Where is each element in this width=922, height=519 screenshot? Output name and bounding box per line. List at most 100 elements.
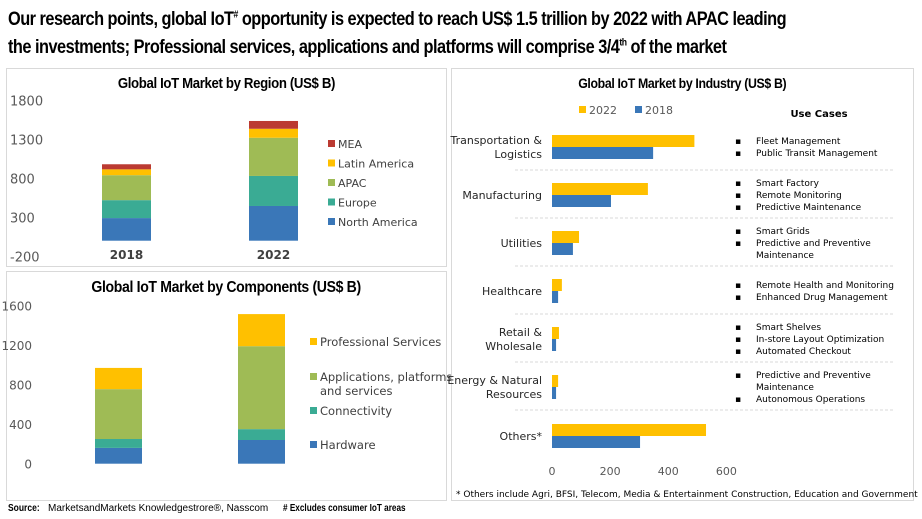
legend-label-hardware: Hardware bbox=[320, 438, 376, 452]
use-case-bullet: ▪ bbox=[735, 239, 741, 249]
x-tick-label: 400 bbox=[658, 465, 679, 478]
components-chart-title: Global IoT Market by Components (US$ B) bbox=[91, 279, 362, 296]
bar-segment-latin-america-2022 bbox=[249, 128, 298, 138]
x-tick-label: 200 bbox=[600, 465, 621, 478]
y-tick-label: 800 bbox=[10, 172, 35, 187]
bar-segment-professional-services-2022 bbox=[238, 314, 285, 347]
use-case-bullet: ▪ bbox=[735, 227, 741, 237]
bar-segment-connectivity-2022 bbox=[238, 429, 285, 440]
bar-segment-applications-platforms-and-services-2018 bbox=[95, 389, 142, 440]
use-case-item: Automated Checkout bbox=[756, 347, 851, 357]
use-case-bullet: ▪ bbox=[735, 395, 741, 405]
bar-2018-healthcare bbox=[552, 291, 559, 303]
components-chart-panel: Global IoT Market by Components (US$ B) … bbox=[1, 271, 452, 501]
use-case-item: Predictive and Preventive bbox=[756, 371, 871, 381]
y-tick-label: 1200 bbox=[1, 339, 32, 353]
x-category-label: 2022 bbox=[257, 248, 290, 262]
legend-swatch-2018 bbox=[635, 106, 642, 113]
legend-label-applications-platforms-and-services: Applications, platforms bbox=[320, 370, 452, 384]
x-category-label: 2018 bbox=[110, 248, 143, 262]
use-case-bullet: ▪ bbox=[735, 203, 741, 213]
bar-segment-applications-platforms-and-services-2022 bbox=[238, 346, 285, 430]
hash-superscript: # bbox=[233, 9, 239, 21]
legend-swatch-north-america bbox=[328, 218, 335, 225]
y-tick-label: 1600 bbox=[1, 300, 32, 314]
category-label: Others* bbox=[500, 430, 543, 443]
x-tick-label: 600 bbox=[716, 465, 737, 478]
y-tick-label: 800 bbox=[9, 379, 32, 393]
bar-2022-transportation-logistics bbox=[552, 135, 695, 147]
y-tick-label: -200 bbox=[10, 250, 40, 265]
bar-2022-retail-wholesale bbox=[552, 327, 559, 339]
use-case-item: Smart Factory bbox=[756, 179, 820, 189]
y-tick-label: 1300 bbox=[10, 133, 43, 148]
bar-segment-latin-america-2018 bbox=[102, 169, 151, 176]
bar-segment-mea-2018 bbox=[102, 164, 151, 170]
legend-label-connectivity: Connectivity bbox=[320, 404, 392, 418]
headline-line-2: the investments; Professional services, … bbox=[8, 37, 727, 58]
use-case-item: Predictive and Preventive bbox=[756, 239, 871, 249]
use-case-bullet: ▪ bbox=[735, 347, 741, 357]
y-tick-label: 0 bbox=[24, 458, 32, 472]
legend-swatch-apac bbox=[328, 179, 335, 186]
region-chart-title: Global IoT Market by Region (US$ B) bbox=[117, 75, 336, 92]
bar-2018-retail-wholesale bbox=[552, 339, 557, 351]
legend-swatch-latin-america bbox=[328, 159, 335, 167]
use-case-item: Maintenance bbox=[756, 251, 814, 261]
th-superscript: th bbox=[619, 37, 627, 49]
legend-swatch-europe bbox=[328, 198, 335, 206]
use-case-bullet: ▪ bbox=[735, 293, 741, 303]
bar-segment-hardware-2022 bbox=[238, 440, 285, 464]
industry-footnote: * Others include Agri, BFSI, Telecom, Me… bbox=[456, 490, 918, 500]
legend-label-2018: 2018 bbox=[645, 104, 673, 117]
category-label: Manufacturing bbox=[462, 189, 542, 202]
use-case-item: Remote Monitoring bbox=[756, 191, 842, 201]
use-case-item: Predictive Maintenance bbox=[756, 203, 862, 213]
use-cases-title: Use Cases bbox=[790, 109, 847, 120]
bar-2022-manufacturing bbox=[552, 183, 648, 195]
use-case-item: Autonomous Operations bbox=[756, 395, 865, 405]
legend-label-north-america: North America bbox=[338, 216, 418, 229]
legend-swatch-professional-services bbox=[310, 338, 317, 345]
legend-label-professional-services: Professional Services bbox=[320, 335, 441, 349]
use-case-bullet: ▪ bbox=[735, 191, 741, 201]
exclusion-note: # Excludes consumer IoT areas bbox=[283, 503, 406, 514]
bar-segment-mea-2022 bbox=[249, 120, 298, 129]
use-case-item: Public Transit Management bbox=[756, 149, 878, 159]
bar-2018-transportation-logistics bbox=[552, 147, 654, 159]
use-case-item: In-store Layout Optimization bbox=[756, 335, 884, 345]
region-chart-panel: Global IoT Market by Region (US$ B) 1800… bbox=[6, 68, 447, 267]
bar-segment-hardware-2018 bbox=[95, 447, 142, 464]
category-label: Retail & bbox=[499, 326, 543, 339]
use-case-item: Maintenance bbox=[756, 383, 814, 393]
category-label: Healthcare bbox=[482, 285, 542, 298]
bar-2022-others bbox=[552, 424, 707, 436]
use-case-item: Smart Grids bbox=[756, 227, 810, 237]
legend-label-applications-platforms-and-services: and services bbox=[320, 384, 392, 398]
category-label: Transportation & bbox=[449, 134, 542, 147]
components-chart: 1600 1200 800 400 0 Professional Services Appl… bbox=[1, 300, 452, 472]
legend-swatch-mea bbox=[328, 140, 335, 147]
bar-segment-apac-2022 bbox=[249, 137, 298, 176]
headline-line-1: Our research points, global IoT# opportu… bbox=[8, 9, 787, 30]
bar-segment-europe-2018 bbox=[102, 200, 151, 219]
bar-2022-utilities bbox=[552, 231, 580, 243]
use-case-item: Smart Shelves bbox=[756, 323, 821, 333]
source-note: Source: MarketsandMarkets Knowledgestror… bbox=[8, 503, 268, 514]
bar-segment-europe-2022 bbox=[249, 175, 298, 206]
y-tick-label: 300 bbox=[10, 211, 35, 226]
industry-chart-title: Global IoT Market by Industry (US$ B) bbox=[578, 75, 787, 91]
category-label: Utilities bbox=[501, 237, 543, 250]
use-case-bullet: ▪ bbox=[735, 371, 741, 381]
bar-segment-north-america-2018 bbox=[102, 218, 151, 241]
industry-chart: 2022 2018 Use Cases Transportation &Logisti… bbox=[447, 104, 918, 500]
legend-label-apac: APAC bbox=[338, 177, 367, 190]
use-case-item: Fleet Management bbox=[756, 137, 841, 147]
source-label: Source: bbox=[8, 503, 40, 514]
y-tick-label: 1800 bbox=[10, 94, 43, 109]
bar-segment-professional-services-2018 bbox=[95, 367, 142, 390]
legend-label-2022: 2022 bbox=[589, 104, 617, 117]
bar-segment-connectivity-2018 bbox=[95, 439, 142, 448]
source-text: MarketsandMarkets Knowledgestrore®, Nass… bbox=[45, 503, 269, 514]
use-case-bullet: ▪ bbox=[735, 137, 741, 147]
